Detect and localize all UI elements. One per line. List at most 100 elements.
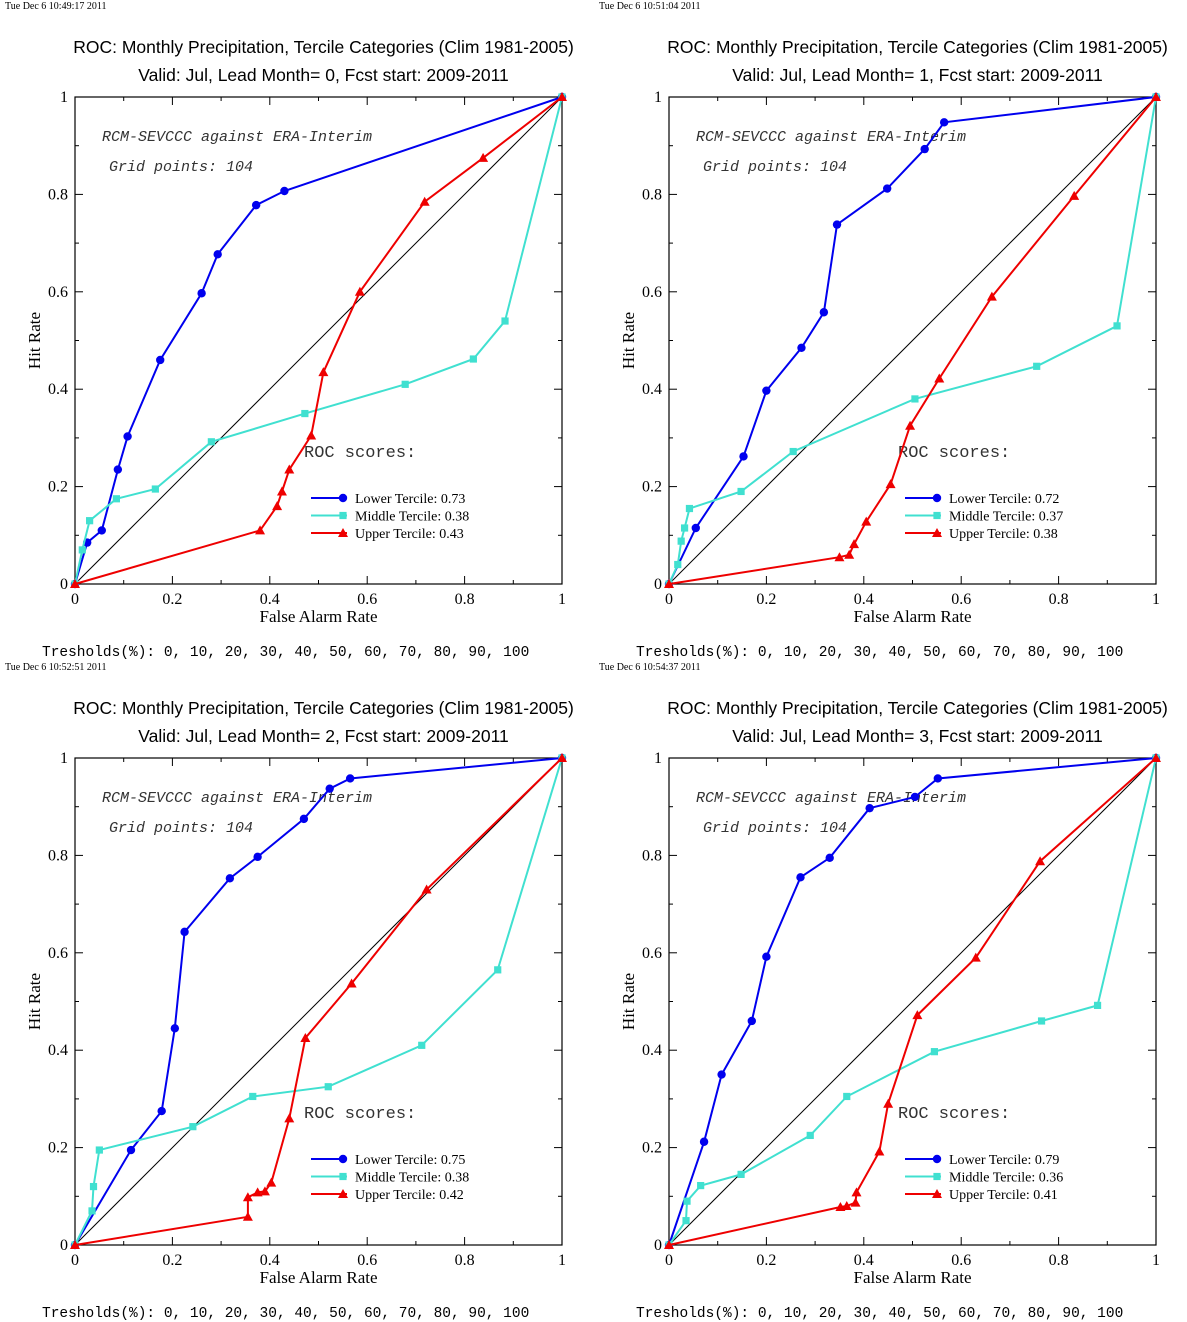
y-tick-label: 1: [60, 89, 68, 106]
data-point-2-2: [674, 560, 682, 569]
model-annotation: RCM-SEVCCC against ERA-Interim: [696, 129, 966, 146]
data-point-3-9: [970, 952, 981, 962]
x-tick-label: 0.6: [357, 591, 377, 608]
y-tick-label: 0.2: [48, 479, 68, 496]
model-annotation: RCM-SEVCCC against ERA-Interim: [102, 129, 372, 146]
grid-points-annotation: Grid points: 104: [109, 159, 253, 176]
y-tick-label: 0.4: [642, 1042, 662, 1059]
data-point-2-10: [1093, 1001, 1102, 1009]
y-tick-label: 0.8: [48, 847, 68, 864]
chart-subtitle: Valid: Jul, Lead Month= 0, Fcst start: 2…: [138, 65, 508, 85]
grid-points-annotation: Grid points: 104: [703, 159, 847, 176]
data-point-2-4: [680, 524, 689, 532]
x-tick-label: 0: [665, 1252, 673, 1269]
data-point-1-7: [197, 289, 206, 298]
data-point-1-4: [113, 465, 123, 474]
legend-marker-2: [339, 1172, 347, 1181]
y-tick-label: 0.8: [48, 186, 68, 203]
no-skill-diagonal: [74, 96, 563, 585]
data-point-2-5: [737, 1170, 745, 1178]
data-point-1-6: [796, 873, 805, 882]
data-point-3-10: [478, 152, 489, 162]
legend-label-3: Upper Tercile: 0.38: [949, 527, 1058, 542]
data-point-3-2: [834, 552, 845, 562]
data-point-2-8: [418, 1041, 426, 1049]
chart-title: ROC: Monthly Precipitation, Tercile Cate…: [667, 37, 1168, 57]
y-tick-label: 0: [654, 576, 662, 593]
data-point-1-3: [97, 526, 106, 535]
data-point-3-9: [986, 291, 997, 301]
data-point-3-3: [272, 501, 283, 511]
data-point-3-5: [861, 516, 872, 526]
legend-label-2: Middle Tercile: 0.36: [949, 1171, 1063, 1186]
legend-label-1: Lower Tercile: 0.79: [949, 1153, 1059, 1168]
grid-points-annotation: Grid points: 104: [109, 820, 253, 837]
thresholds-text: Tresholds(%): 0, 10, 20, 30, 40, 50, 60,…: [636, 645, 1123, 661]
legend-label-1: Lower Tercile: 0.73: [355, 492, 465, 507]
y-tick-label: 0.4: [48, 381, 68, 398]
data-point-2-5: [189, 1123, 197, 1131]
data-point-1-5: [180, 927, 189, 937]
series-line-2: [74, 757, 563, 1246]
data-point-3-6: [885, 479, 896, 489]
data-point-3-4: [849, 539, 860, 549]
data-point-3-5: [284, 464, 295, 474]
x-tick-label: 1: [1152, 1252, 1160, 1269]
data-point-3-1: [664, 579, 674, 588]
x-tick-label: 0.4: [260, 1252, 280, 1269]
data-point-2-8: [911, 395, 919, 403]
data-point-3-7: [883, 1098, 894, 1108]
legend-label-1: Lower Tercile: 0.72: [949, 492, 1059, 507]
x-axis-label: False Alarm Rate: [259, 607, 377, 626]
x-tick-label: 0.2: [162, 591, 182, 608]
data-point-1-3: [739, 452, 748, 461]
data-point-1-10: [939, 118, 949, 127]
data-point-3-11: [557, 753, 567, 762]
legend-marker-2: [933, 1172, 941, 1181]
x-tick-label: 0.4: [260, 591, 280, 608]
data-point-1-9: [920, 144, 929, 154]
y-tick-label: 0: [60, 576, 68, 593]
x-axis-label: False Alarm Rate: [259, 1268, 377, 1287]
data-point-3-1: [70, 1240, 80, 1249]
data-point-1-3: [717, 1070, 726, 1079]
data-point-2-4: [112, 495, 120, 503]
roc-panel-2: Tue Dec 6 10:51:04 2011 ROC: Monthly Prec…: [599, 1, 1168, 661]
data-point-2-9: [469, 355, 477, 363]
data-point-1-9: [910, 792, 920, 802]
data-point-3-3: [242, 1192, 253, 1202]
legend-marker-3: [338, 528, 348, 537]
data-point-2-4: [697, 1181, 705, 1190]
y-tick-label: 0.6: [48, 945, 68, 962]
y-tick-label: 1: [654, 89, 662, 106]
x-tick-label: 0.4: [854, 1252, 874, 1269]
data-point-3-2: [255, 525, 266, 535]
thresholds-text: Tresholds(%): 0, 10, 20, 30, 40, 50, 60,…: [42, 1306, 529, 1322]
thresholds-text: Tresholds(%): 0, 10, 20, 30, 40, 50, 60,…: [42, 645, 529, 661]
roc-scores-heading: ROC scores:: [898, 444, 1010, 463]
x-axis-label: False Alarm Rate: [853, 607, 971, 626]
data-point-1-10: [280, 186, 289, 196]
timestamp: Tue Dec 6 10:51:04 2011: [599, 1, 700, 12]
data-point-1-6: [156, 355, 165, 365]
legend-label-1: Lower Tercile: 0.75: [355, 1153, 465, 1168]
x-tick-label: 0.6: [357, 1252, 377, 1269]
data-point-3-10: [1035, 856, 1046, 866]
data-point-2-4: [95, 1146, 103, 1154]
data-point-1-5: [762, 952, 771, 961]
data-point-3-6: [874, 1146, 885, 1156]
data-point-1-8: [299, 814, 309, 824]
legend-marker-3: [932, 528, 942, 537]
data-point-3-7: [284, 1113, 295, 1123]
data-point-1-7: [253, 852, 262, 862]
data-point-1-10: [933, 774, 943, 783]
legend-marker-2: [933, 511, 941, 520]
x-tick-label: 0.8: [1049, 1252, 1069, 1269]
data-point-1-4: [747, 1016, 756, 1026]
data-point-3-3: [844, 549, 855, 559]
legend-label-3: Upper Tercile: 0.41: [949, 1188, 1058, 1203]
x-tick-label: 0.2: [162, 1252, 182, 1269]
data-point-2-6: [207, 438, 215, 446]
roc-scores-heading: ROC scores:: [898, 1105, 1010, 1124]
legend-marker-1: [932, 1154, 942, 1164]
